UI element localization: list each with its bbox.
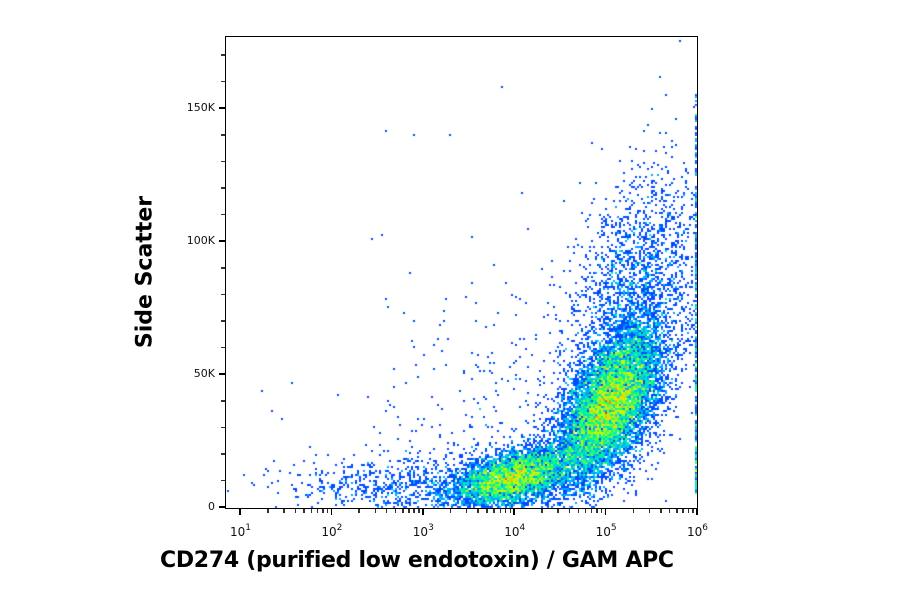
y-axis-title: Side Scatter: [132, 195, 158, 349]
y-minor-tick: [221, 479, 225, 482]
x-tick: [239, 509, 241, 515]
x-minor-tick: [557, 509, 559, 513]
x-minor-tick: [584, 509, 587, 513]
x-tick-label: 101: [230, 523, 252, 539]
plot-frame: [225, 36, 698, 509]
x-minor-tick: [374, 509, 376, 513]
x-minor-tick: [668, 509, 671, 513]
y-tick-label: 150K: [186, 101, 215, 114]
y-minor-tick: [221, 293, 225, 296]
y-tick-label: 50K: [193, 367, 215, 380]
x-minor-tick: [486, 509, 488, 513]
x-minor-tick: [541, 509, 543, 513]
x-tick-label: 102: [321, 523, 343, 539]
y-minor-tick: [221, 453, 225, 455]
x-minor-tick: [499, 509, 502, 513]
x-minor-tick: [310, 509, 313, 513]
y-minor-tick: [221, 320, 225, 322]
x-minor-tick: [493, 509, 495, 513]
x-minor-tick: [326, 509, 329, 513]
x-minor-tick: [504, 509, 507, 513]
x-minor-tick: [267, 509, 269, 513]
x-minor-tick: [648, 509, 651, 513]
y-tick: [219, 373, 225, 375]
x-minor-tick: [283, 509, 285, 513]
x-tick-label: 106: [687, 523, 709, 539]
x-tick: [422, 509, 424, 515]
x-axis-title: CD274 (purified low endotoxin) / GAM APC: [160, 548, 674, 573]
x-minor-tick: [358, 509, 360, 513]
y-minor-tick: [221, 160, 225, 163]
x-minor-tick: [413, 509, 415, 513]
x-minor-tick: [465, 509, 468, 513]
x-minor-tick: [687, 509, 690, 513]
x-minor-tick: [294, 509, 297, 513]
y-tick: [219, 240, 225, 242]
x-minor-tick: [303, 509, 305, 513]
x-minor-tick: [590, 509, 593, 513]
x-minor-tick: [509, 509, 512, 513]
x-minor-tick: [385, 509, 388, 513]
y-minor-tick: [221, 267, 225, 269]
y-tick-label: 0: [208, 500, 215, 513]
x-minor-tick: [418, 509, 420, 513]
x-minor-tick: [632, 509, 635, 513]
y-minor-tick: [221, 346, 225, 349]
x-minor-tick: [449, 509, 452, 513]
x-minor-tick: [676, 509, 678, 513]
x-tick: [604, 509, 607, 515]
y-minor-tick: [221, 80, 225, 83]
y-tick: [219, 107, 225, 109]
y-minor-tick: [221, 187, 225, 189]
x-minor-tick: [408, 509, 410, 513]
x-minor-tick: [402, 509, 404, 513]
density-scatter-area: [225, 36, 698, 509]
x-minor-tick: [577, 509, 580, 513]
x-tick-label: 104: [504, 523, 526, 539]
x-minor-tick: [692, 509, 694, 513]
x-minor-tick: [316, 509, 319, 513]
x-minor-tick: [394, 509, 397, 513]
y-minor-tick: [221, 54, 225, 56]
y-minor-tick: [221, 134, 225, 136]
x-tick-label: 103: [412, 523, 434, 539]
y-tick-label: 100K: [186, 234, 215, 247]
y-minor-tick: [221, 400, 225, 402]
x-tick: [330, 509, 333, 515]
y-tick: [219, 506, 225, 508]
y-minor-tick: [221, 426, 225, 429]
x-tick: [513, 509, 515, 515]
x-minor-tick: [660, 509, 662, 513]
y-minor-tick: [221, 213, 225, 216]
x-minor-tick: [477, 509, 479, 513]
x-tick: [696, 509, 698, 515]
x-minor-tick: [568, 509, 571, 513]
x-minor-tick: [682, 509, 684, 513]
x-minor-tick: [600, 509, 603, 513]
x-tick-label: 105: [595, 523, 617, 539]
x-minor-tick: [596, 509, 598, 513]
x-minor-tick: [322, 509, 324, 513]
